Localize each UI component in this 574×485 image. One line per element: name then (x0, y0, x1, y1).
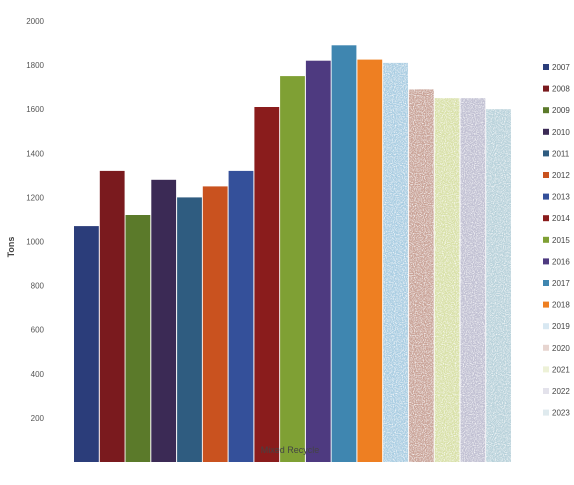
y-tick-label: 1000 (26, 238, 44, 247)
bar-2008 (99, 170, 125, 462)
legend-label-2017: 2017 (552, 279, 570, 288)
legend-swatch-2008 (543, 85, 549, 92)
legend-label-2008: 2008 (552, 85, 570, 94)
bar-2007 (74, 226, 99, 462)
y-tick-label: 800 (31, 282, 45, 291)
bar-2023 (486, 109, 511, 462)
legend-swatch-2020 (543, 344, 549, 351)
bar-2010 (151, 179, 177, 463)
y-axis: 200 400 600 800 1000 1200 1400 1600 1800 2000 (26, 17, 44, 423)
legend-label-2023: 2023 (552, 409, 570, 418)
legend-swatch-2018 (543, 301, 549, 308)
bars-group (74, 45, 511, 463)
legend-label-2014: 2014 (552, 214, 570, 223)
legend-label-2012: 2012 (552, 171, 570, 180)
legend-label-2018: 2018 (552, 301, 570, 310)
legend-swatch-2009 (543, 107, 549, 114)
legend-label-2019: 2019 (552, 322, 570, 331)
bar-2009 (125, 215, 151, 462)
bar-2020 (408, 89, 434, 463)
bar-2015 (280, 76, 305, 462)
y-tick-label: 1800 (26, 61, 44, 70)
bar-2021 (434, 98, 460, 462)
legend-label-2013: 2013 (552, 193, 570, 202)
bar-2019 (383, 62, 408, 463)
bar-2018 (357, 59, 383, 462)
legend-swatch-2016 (543, 258, 549, 265)
y-tick-label: 1200 (26, 193, 44, 202)
legend-swatch-2014 (543, 215, 549, 222)
bar-2011 (177, 197, 202, 462)
legend-swatch-2010 (543, 128, 549, 135)
bar-2016 (305, 60, 331, 462)
legend-swatch-2021 (543, 366, 549, 373)
legend-swatch-2013 (543, 193, 549, 200)
bar-2017 (331, 45, 357, 463)
bar-2022 (460, 98, 486, 462)
legend-label-2021: 2021 (552, 365, 570, 374)
legend-swatch-2022 (543, 388, 549, 394)
legend-label-2010: 2010 (552, 128, 570, 137)
y-tick-label: 1600 (26, 105, 44, 114)
bar-2012 (202, 186, 228, 462)
y-tick-label: 600 (31, 326, 45, 335)
y-axis-label: Tons (6, 237, 16, 258)
bar-2013 (228, 170, 254, 462)
y-tick-label: 1400 (26, 149, 44, 158)
legend-label-2011: 2011 (552, 149, 570, 158)
bar-2014 (254, 107, 280, 462)
legend-label-2009: 2009 (552, 106, 570, 115)
legend-swatch-2011 (543, 150, 549, 157)
legend: 2007 2008 2009 2010 2011 2012 2013 2014 2015 2016… (543, 63, 570, 418)
legend-label-2007: 2007 (552, 63, 570, 72)
x-axis-label: Mixed Recycle (261, 445, 320, 455)
legend-swatch-2012 (543, 172, 549, 178)
legend-swatch-2015 (543, 236, 549, 243)
y-tick-label: 2000 (26, 17, 44, 26)
legend-label-2015: 2015 (552, 236, 570, 245)
legend-swatch-2019 (543, 323, 549, 330)
legend-label-2016: 2016 (552, 257, 570, 266)
y-tick-label: 400 (31, 370, 45, 379)
legend-swatch-2023 (543, 409, 549, 416)
legend-swatch-2017 (543, 280, 549, 286)
legend-label-2020: 2020 (552, 344, 570, 353)
legend-label-2022: 2022 (552, 387, 570, 396)
legend-swatch-2007 (543, 64, 549, 70)
y-tick-label: 200 (31, 414, 45, 423)
